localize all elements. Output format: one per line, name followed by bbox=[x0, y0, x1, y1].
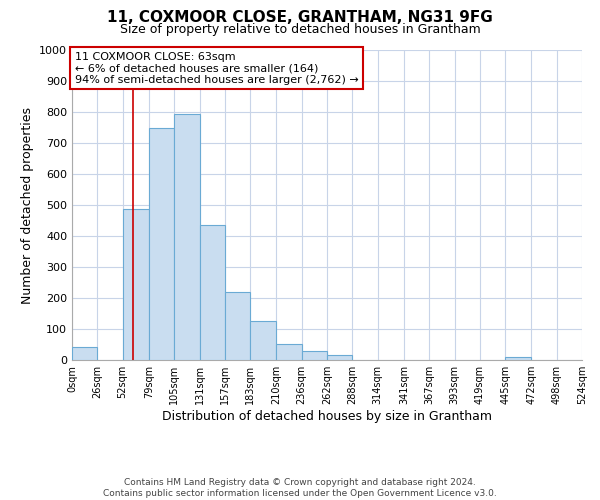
Bar bbox=[250, 321, 277, 360]
Bar bbox=[225, 292, 250, 360]
Bar bbox=[327, 356, 352, 360]
Bar bbox=[277, 344, 302, 360]
Text: 11, COXMOOR CLOSE, GRANTHAM, NG31 9FG: 11, COXMOOR CLOSE, GRANTHAM, NG31 9FG bbox=[107, 10, 493, 25]
Bar bbox=[72, 346, 97, 360]
Bar bbox=[174, 114, 200, 360]
Text: Size of property relative to detached houses in Grantham: Size of property relative to detached ho… bbox=[119, 22, 481, 36]
X-axis label: Distribution of detached houses by size in Grantham: Distribution of detached houses by size … bbox=[162, 410, 492, 423]
Text: 11 COXMOOR CLOSE: 63sqm
← 6% of detached houses are smaller (164)
94% of semi-de: 11 COXMOOR CLOSE: 63sqm ← 6% of detached… bbox=[74, 52, 358, 84]
Bar bbox=[505, 357, 532, 360]
Bar bbox=[122, 209, 149, 360]
Bar bbox=[302, 352, 327, 360]
Text: Contains HM Land Registry data © Crown copyright and database right 2024.
Contai: Contains HM Land Registry data © Crown c… bbox=[103, 478, 497, 498]
Bar bbox=[199, 224, 225, 360]
Y-axis label: Number of detached properties: Number of detached properties bbox=[20, 106, 34, 304]
Bar bbox=[149, 128, 174, 360]
